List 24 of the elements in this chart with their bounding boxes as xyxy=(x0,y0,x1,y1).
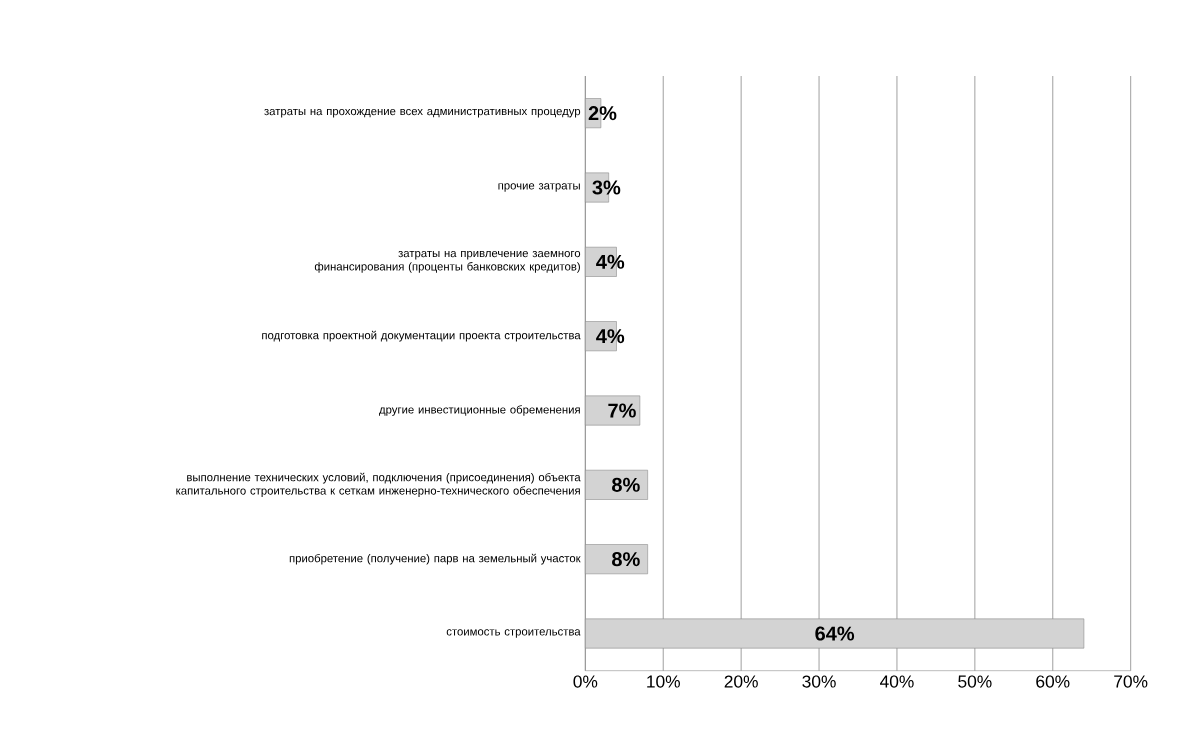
x-tick-label: 40% xyxy=(880,675,914,688)
y-tick-label: другие инвестиционные обременения xyxy=(379,405,580,416)
x-tick-label: 20% xyxy=(724,675,758,688)
x-tick-label: 10% xyxy=(647,675,680,688)
y-tick-label: затраты на прохождение всех административных процедур xyxy=(264,108,581,118)
data-label: 64% xyxy=(815,626,855,641)
data-label: 4% xyxy=(596,254,625,269)
data-label: 8% xyxy=(612,477,640,492)
x-tick-label: 70% xyxy=(1114,675,1148,688)
data-label: 2% xyxy=(588,106,617,121)
x-tick-label: 0% xyxy=(573,675,598,688)
y-tick-label: подготовка проектной документации проекта строительства xyxy=(262,330,581,342)
x-tick-label: 50% xyxy=(958,675,992,688)
x-tick-label: 30% xyxy=(802,675,836,688)
data-label: 3% xyxy=(592,180,621,195)
data-label: 7% xyxy=(608,403,636,418)
y-tick-label: затраты на привлечение заемного финансирования (проценты банковских кредитов) xyxy=(314,250,581,273)
y-tick-label: выполнение технических условий, подключения (присоединения) объекта капитального строительства к сеткам инженерно-технического обеспечения xyxy=(176,472,581,497)
y-tick-label: прочие затраты xyxy=(498,183,580,192)
x-tick-label: 60% xyxy=(1036,675,1070,688)
y-tick-label: приобретение (получение) парв на земельный участок xyxy=(289,553,581,565)
data-label: 8% xyxy=(612,552,640,567)
y-tick-label: стоимость строительства xyxy=(446,629,581,638)
data-label: 4% xyxy=(596,329,625,344)
